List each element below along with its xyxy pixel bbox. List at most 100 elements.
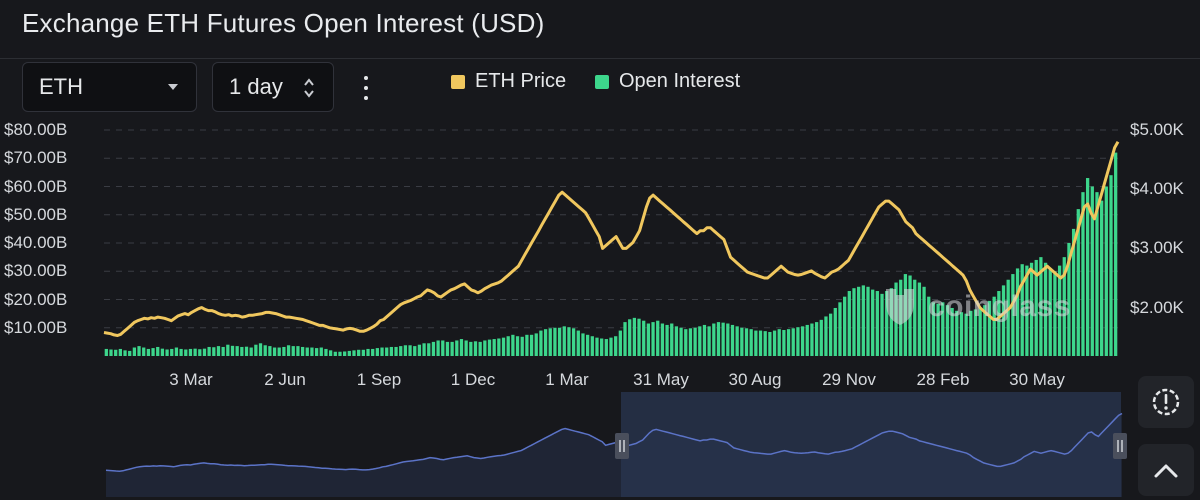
bar-open-interest [240, 346, 244, 356]
screenshot-button[interactable] [1138, 376, 1194, 428]
bar-open-interest [1011, 274, 1015, 356]
bar-open-interest [497, 338, 501, 356]
bar-open-interest [1100, 200, 1104, 357]
bar-open-interest [399, 346, 403, 356]
bar-open-interest [333, 351, 337, 356]
bar-open-interest [1048, 268, 1052, 356]
bar-open-interest [1029, 262, 1034, 356]
bar-open-interest [791, 328, 795, 356]
bar-open-interest [777, 329, 781, 356]
bar-open-interest [698, 326, 702, 356]
bar-open-interest [875, 291, 879, 356]
bar-open-interest [1039, 257, 1043, 357]
range-navigator[interactable] [105, 392, 1127, 497]
bar-open-interest [852, 288, 856, 356]
legend-item-open-interest[interactable]: Open Interest [595, 70, 740, 93]
bar-open-interest [324, 348, 328, 356]
asset-select[interactable]: ETH [22, 62, 197, 112]
bar-open-interest [282, 346, 286, 356]
x-tick-label: 30 May [1009, 370, 1065, 389]
bar-open-interest [623, 322, 627, 356]
bar-open-interest [413, 346, 417, 356]
navigator-handle[interactable] [1113, 433, 1127, 459]
bar-open-interest [104, 348, 108, 356]
bar-open-interest [805, 324, 809, 356]
bar-open-interest [174, 347, 179, 356]
bar-open-interest [506, 336, 510, 356]
scroll-top-button[interactable] [1138, 444, 1194, 496]
bar-open-interest [628, 319, 632, 356]
x-tick-label: 29 Nov [822, 370, 876, 389]
more-vertical-icon[interactable] [356, 70, 376, 106]
bar-open-interest [843, 296, 847, 356]
bar-open-interest [824, 316, 828, 356]
bar-open-interest [917, 282, 922, 356]
bar-open-interest [291, 346, 295, 356]
bar-open-interest [819, 319, 823, 356]
bar-open-interest [978, 307, 982, 356]
bar-open-interest [305, 347, 309, 356]
bar-open-interest [230, 345, 235, 356]
bar-open-interest [557, 327, 562, 356]
bar-open-interest [712, 323, 716, 356]
navigator-selected-range[interactable] [621, 392, 1121, 497]
y-left-tick-label: $80.00B [4, 120, 68, 139]
bar-open-interest [847, 291, 851, 356]
bar-open-interest [202, 348, 207, 356]
bar-open-interest [740, 327, 744, 356]
interval-select[interactable]: 1 day [212, 62, 334, 112]
bar-open-interest [455, 340, 459, 356]
bar-open-interest [721, 322, 725, 356]
bar-open-interest [221, 346, 225, 356]
bar-open-interest [866, 286, 870, 356]
bar-open-interest [543, 329, 548, 356]
bar-open-interest [1071, 228, 1076, 357]
bar-open-interest [394, 346, 398, 356]
navigator-handle[interactable] [615, 433, 629, 459]
bar-open-interest [964, 313, 968, 357]
legend-label-price: ETH Price [475, 70, 567, 92]
bar-open-interest [969, 310, 973, 356]
bar-open-interest [716, 322, 721, 356]
legend-item-eth-price[interactable]: ETH Price [451, 70, 566, 93]
bar-open-interest [772, 330, 777, 356]
chevron-up-icon [1154, 464, 1178, 478]
legend-swatch-oi [595, 74, 609, 89]
bar-open-interest [109, 349, 113, 356]
bar-open-interest [128, 350, 132, 356]
bar-open-interest [1053, 271, 1057, 356]
bar-open-interest [408, 345, 412, 356]
alert-gear-icon [1152, 388, 1180, 416]
bar-open-interest [473, 341, 478, 356]
bar-open-interest [1095, 192, 1099, 356]
bar-open-interest [534, 333, 538, 356]
bar-open-interest [445, 341, 450, 357]
bar-open-interest [1034, 259, 1038, 356]
bar-open-interest [1006, 279, 1010, 356]
bar-open-interest [357, 349, 361, 356]
bar-open-interest [838, 302, 842, 356]
bar-open-interest [431, 341, 436, 357]
bar-open-interest [679, 327, 683, 356]
bar-open-interest [632, 317, 636, 356]
bar-open-interest [459, 339, 464, 356]
navigator-line [105, 412, 1123, 472]
bar-open-interest [749, 329, 753, 356]
x-tick-label: 1 Dec [450, 370, 496, 389]
bar-open-interest [249, 347, 253, 356]
bar-open-interest [417, 344, 422, 356]
y-left-tick-label: $60.00B [4, 176, 68, 196]
x-tick-label: 3 Mar [169, 370, 213, 389]
bar-open-interest [660, 323, 665, 356]
bar-open-interest [931, 302, 936, 356]
legend-label-oi: Open Interest [619, 70, 741, 92]
watermark-text: coinglass [928, 290, 1071, 323]
bar-open-interest [702, 324, 707, 356]
bar-open-interest [389, 346, 394, 356]
bar-open-interest [973, 309, 978, 356]
bar-open-interest [165, 349, 169, 356]
bar-open-interest [501, 337, 506, 356]
bar-open-interest [371, 348, 375, 356]
series-line-eth-price [103, 141, 1120, 337]
bar-open-interest [361, 349, 365, 356]
